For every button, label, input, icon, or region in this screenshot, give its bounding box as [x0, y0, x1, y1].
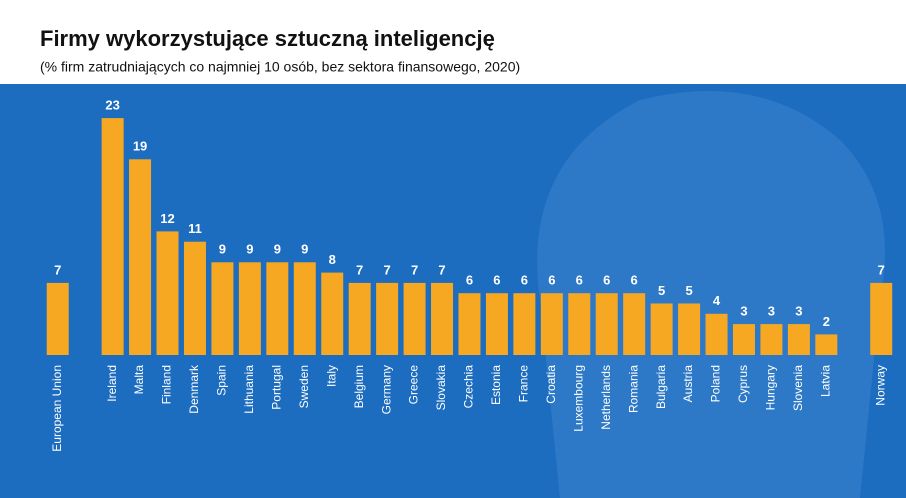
x-tick-label: Finland: [160, 365, 174, 404]
x-tick-label: Czechia: [462, 365, 476, 409]
bar: [541, 293, 563, 355]
bar: [568, 293, 590, 355]
bar: [678, 304, 700, 356]
x-tick-label: Croatia: [544, 365, 558, 404]
value-label: 11: [188, 221, 202, 236]
value-label: 9: [246, 242, 253, 257]
bar: [184, 242, 206, 355]
value-label: 2: [823, 314, 830, 329]
value-label: 9: [219, 242, 226, 257]
x-tick-label: European Union: [50, 365, 64, 452]
value-label: 9: [301, 242, 308, 257]
value-label: 6: [631, 273, 638, 288]
value-label: 3: [795, 304, 802, 319]
bar: [870, 283, 892, 355]
chart-subtitle: (% firm zatrudniających co najmniej 10 o…: [40, 59, 520, 75]
x-tick-label: Slovenia: [791, 365, 805, 411]
x-tick-label: Netherlands: [599, 365, 613, 430]
value-label: 12: [160, 211, 174, 226]
value-label: 7: [384, 262, 391, 277]
bar: [513, 293, 535, 355]
bar: [760, 324, 782, 355]
value-label: 23: [105, 98, 119, 113]
value-label: 3: [768, 304, 775, 319]
value-label: 9: [274, 242, 281, 257]
x-tick-label: Estonia: [489, 365, 503, 405]
x-tick-label: Germany: [379, 365, 393, 414]
value-label: 6: [603, 273, 610, 288]
bar: [157, 231, 179, 355]
x-tick-label: Norway: [873, 365, 887, 406]
x-tick-label: Cyprus: [736, 365, 750, 403]
x-tick-label: Poland: [709, 365, 723, 402]
x-tick-label: Romania: [626, 365, 640, 413]
chart-title: Firmy wykorzystujące sztuczną inteligenc…: [40, 26, 495, 51]
value-label: 6: [576, 273, 583, 288]
value-label: 7: [438, 262, 445, 277]
bar: [623, 293, 645, 355]
value-label: 7: [54, 262, 61, 277]
bar: [294, 262, 316, 355]
x-tick-label: France: [517, 365, 531, 403]
x-tick-label: Portugal: [269, 365, 283, 410]
value-label: 19: [133, 139, 147, 154]
value-label: 7: [356, 262, 363, 277]
value-label: 4: [713, 293, 721, 308]
x-tick-label: Italy: [324, 365, 338, 387]
value-label: 5: [685, 283, 692, 298]
bar: [815, 334, 837, 355]
bar: [376, 283, 398, 355]
value-label: 7: [411, 262, 418, 277]
bar: [458, 293, 480, 355]
bar: [706, 314, 728, 355]
x-tick-label: Latvia: [818, 365, 832, 397]
x-tick-label: Bulgaria: [654, 365, 668, 409]
x-tick-label: Sweden: [297, 365, 311, 408]
value-label: 7: [878, 262, 885, 277]
x-tick-label: Luxembourg: [571, 365, 585, 432]
value-label: 6: [548, 273, 555, 288]
bar: [651, 304, 673, 356]
x-tick-label: Greece: [407, 365, 421, 405]
bar: [596, 293, 618, 355]
x-tick-label: Lithuania: [242, 365, 256, 414]
bar: [239, 262, 261, 355]
bar: [102, 118, 124, 355]
x-tick-label: Belgium: [352, 365, 366, 408]
bar: [129, 159, 151, 355]
value-label: 8: [329, 252, 336, 267]
value-label: 6: [466, 273, 473, 288]
value-label: 6: [493, 273, 500, 288]
bar: [733, 324, 755, 355]
bar: [788, 324, 810, 355]
bar: [47, 283, 69, 355]
x-tick-label: Ireland: [105, 365, 119, 402]
value-label: 6: [521, 273, 528, 288]
x-tick-label: Slovakia: [434, 365, 448, 411]
chart: Firmy wykorzystujące sztuczną inteligenc…: [0, 0, 906, 498]
x-tick-label: Hungary: [764, 365, 778, 410]
bar: [486, 293, 508, 355]
x-tick-label: Denmark: [187, 364, 201, 414]
bar: [349, 283, 371, 355]
bar: [404, 283, 426, 355]
bar: [431, 283, 453, 355]
bar: [211, 262, 233, 355]
bar: [266, 262, 288, 355]
value-label: 3: [740, 304, 747, 319]
x-tick-label: Malta: [132, 365, 146, 395]
x-tick-label: Spain: [215, 365, 229, 396]
value-label: 5: [658, 283, 665, 298]
bar: [321, 273, 343, 355]
x-tick-label: Austria: [681, 365, 695, 403]
